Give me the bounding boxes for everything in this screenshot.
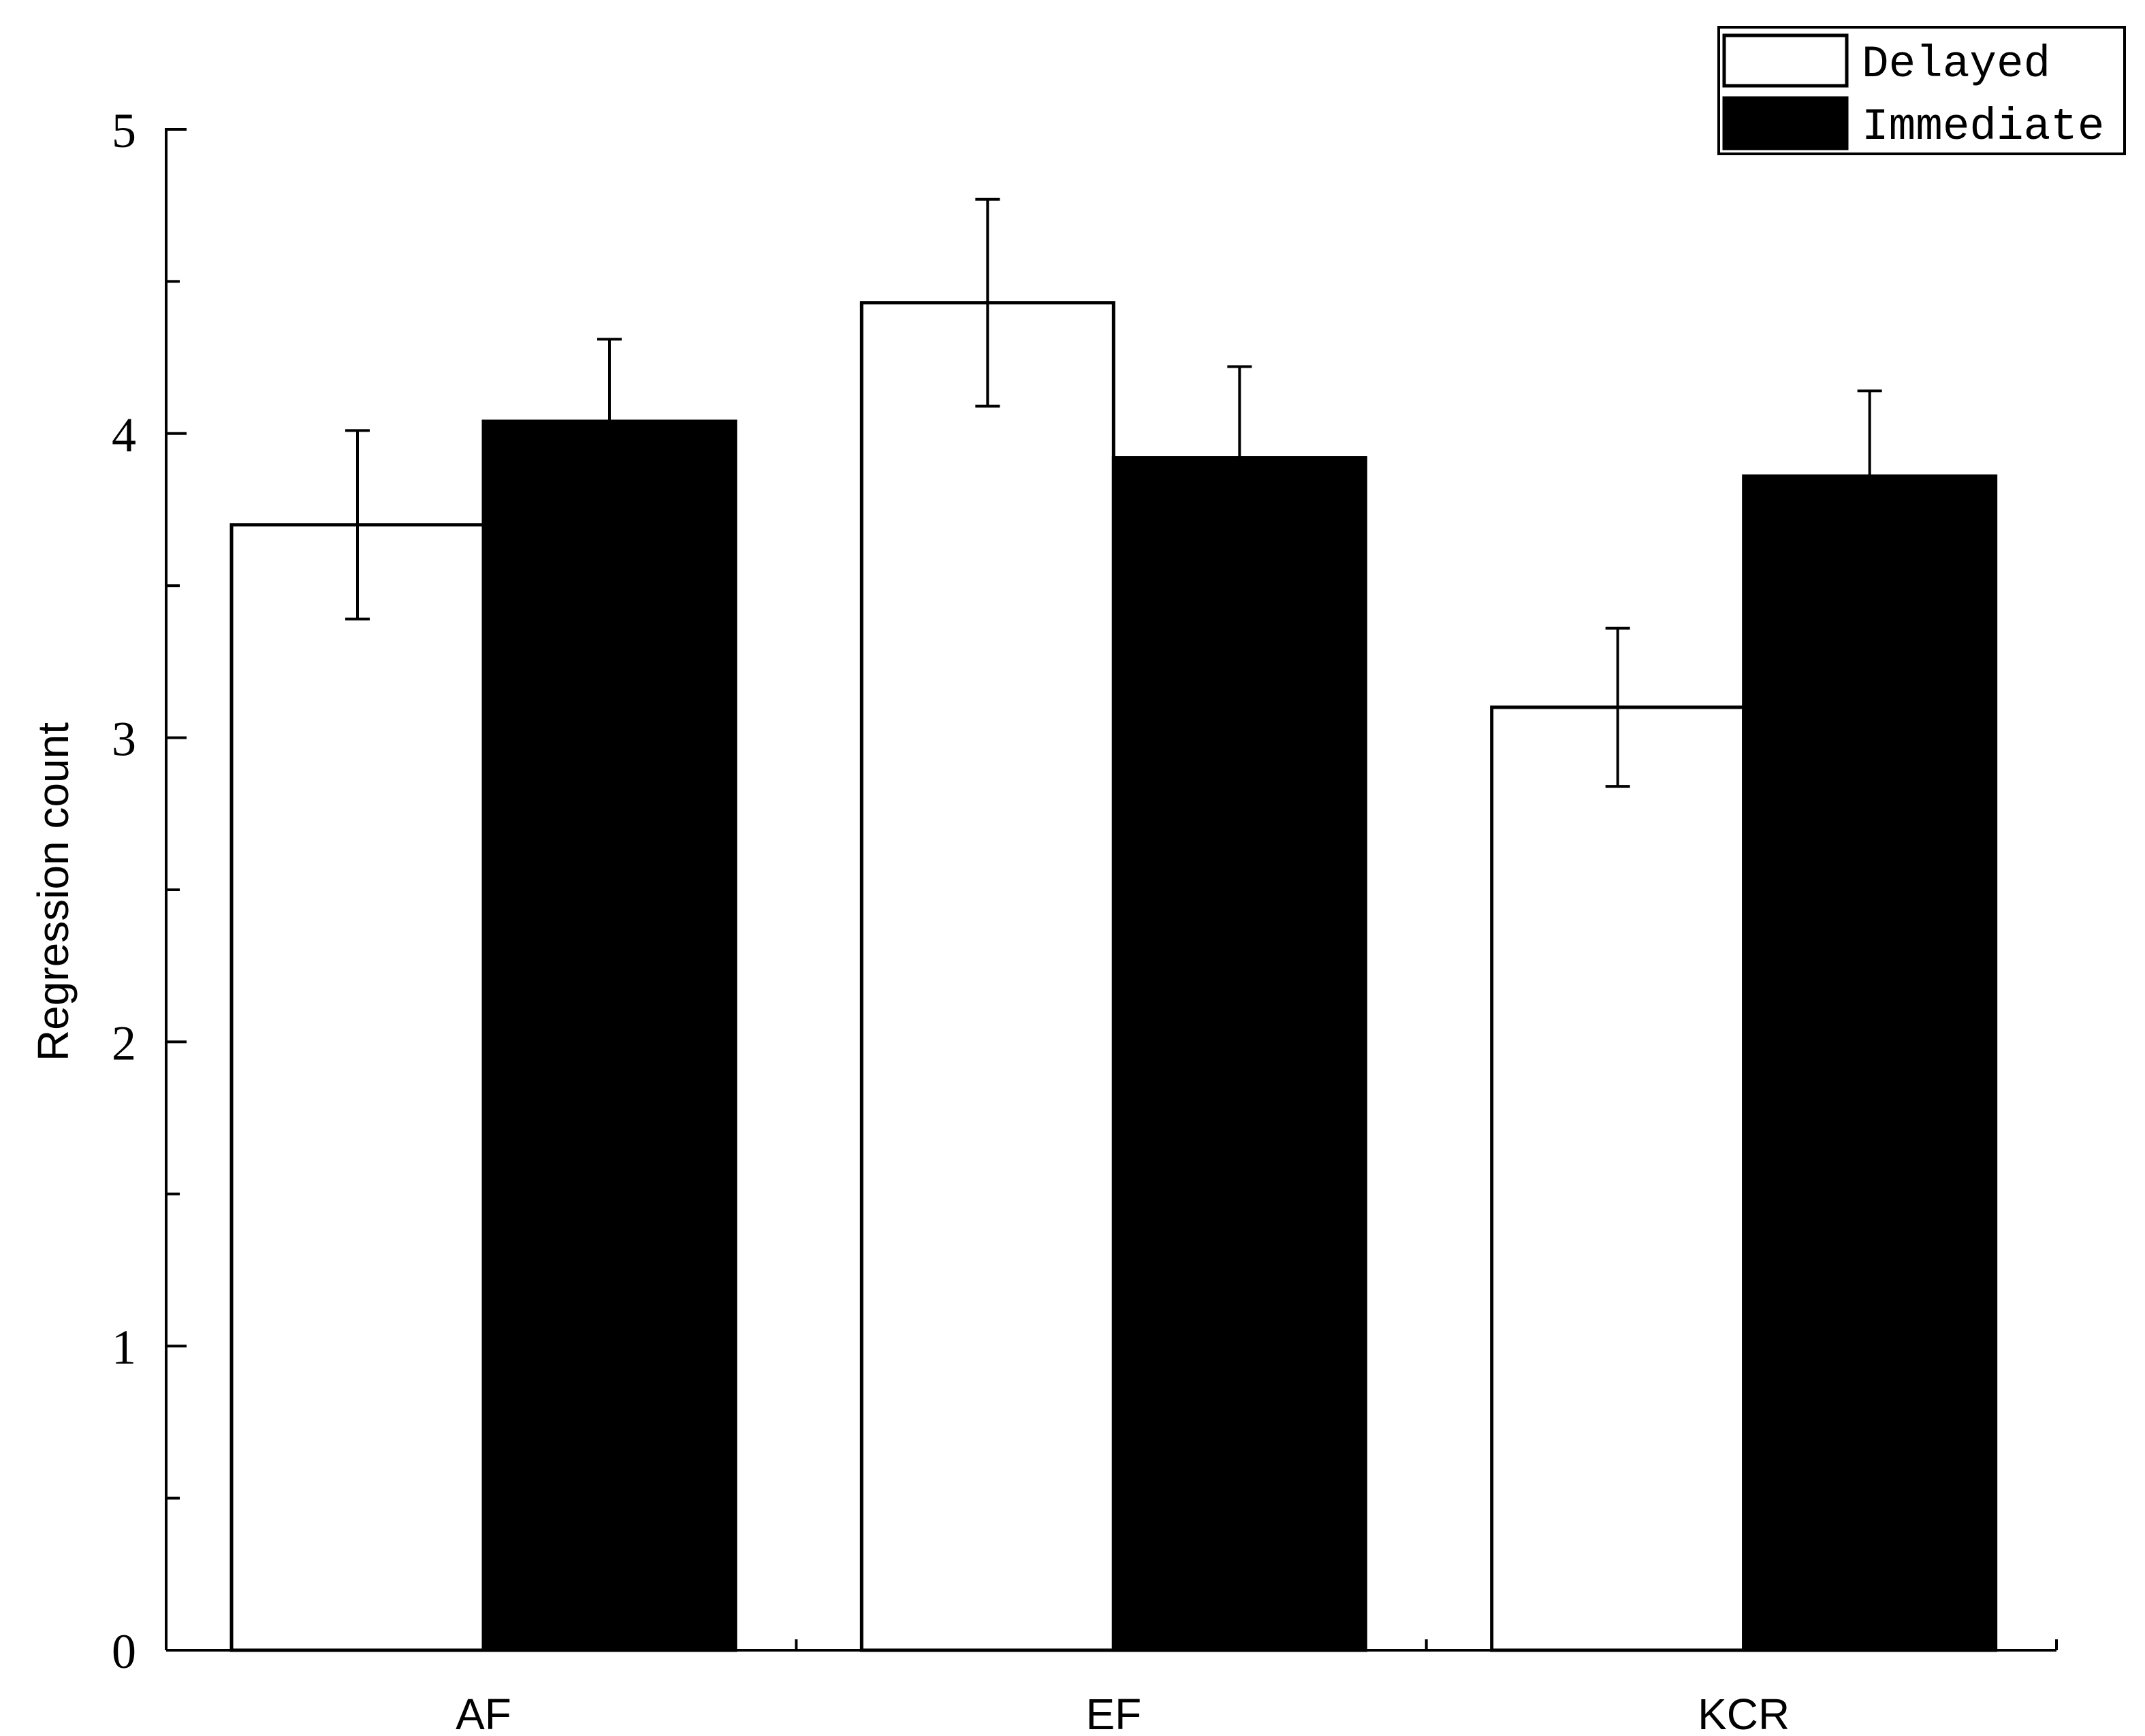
y-tick-label: 5 xyxy=(112,103,136,158)
bar-immediate-kcr xyxy=(1742,474,1998,1652)
x-tick-label: AF xyxy=(456,1690,511,1736)
bar-delayed-ef xyxy=(859,301,1115,1652)
y-axis-title: Regression count xyxy=(29,722,78,1061)
legend: Delayed Immediate xyxy=(1717,26,2126,155)
tick-labels: 0 1 2 3 4 5 AF EF KCR xyxy=(112,103,1790,1736)
error-bars xyxy=(345,197,1882,788)
x-tick-label: EF xyxy=(1085,1690,1141,1736)
y-tick-label: 4 xyxy=(112,408,136,462)
legend-label-immediate: Immediate xyxy=(1862,101,2104,152)
legend-swatch-delayed xyxy=(1722,33,1849,88)
legend-label-delayed: Delayed xyxy=(1862,39,2050,90)
legend-swatch-immediate xyxy=(1722,96,1849,150)
bar-delayed-af xyxy=(229,523,486,1652)
y-tick-label: 1 xyxy=(112,1320,136,1375)
y-tick-label: 0 xyxy=(112,1624,136,1679)
bar-immediate-ef xyxy=(1111,456,1367,1652)
y-tick-label: 3 xyxy=(112,712,136,767)
x-tick-label: KCR xyxy=(1698,1690,1790,1736)
bars xyxy=(229,301,1998,1652)
bar-immediate-af xyxy=(481,419,737,1652)
bar-delayed-kcr xyxy=(1490,705,1746,1652)
y-tick-label: 2 xyxy=(112,1016,136,1070)
